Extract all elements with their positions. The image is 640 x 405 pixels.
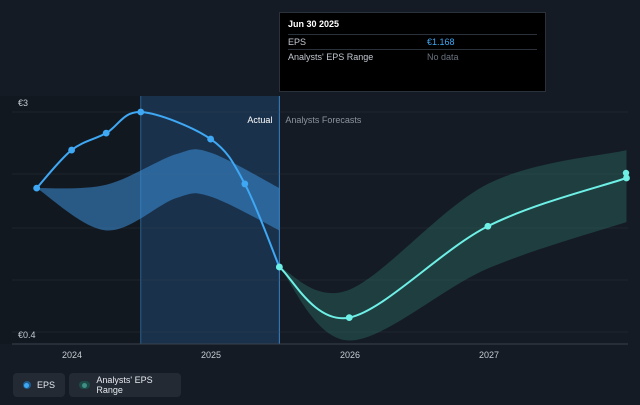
y-tick-label-top: €3: [18, 98, 28, 108]
eps-forecast-point: [623, 174, 630, 182]
legend-range-toggle[interactable]: Analysts' EPS Range: [69, 373, 181, 397]
tooltip-row-eps: EPS €1.168: [288, 34, 537, 49]
x-tick-label: 2026: [340, 350, 360, 360]
eps-actual-point: [102, 129, 110, 137]
tooltip-range-value: No data: [427, 52, 459, 62]
legend-range-label: Analysts' EPS Range: [96, 375, 153, 395]
x-tick-label: 2025: [201, 350, 221, 360]
actual-label: Actual: [247, 115, 272, 125]
actual-region-shade: [140, 96, 280, 344]
eps-forecast-end-point: [622, 169, 630, 177]
range-legend-icon: [79, 381, 91, 389]
tooltip-eps-label: EPS: [288, 37, 307, 47]
eps-actual-point: [33, 184, 41, 192]
eps-range-band-actual: [36, 149, 280, 231]
legend-eps-label: EPS: [36, 380, 55, 390]
eps-actual-point: [241, 180, 249, 188]
eps-legend-icon: [23, 381, 31, 389]
x-tick-label: 2024: [62, 350, 82, 360]
y-tick-label-bottom: €0.4: [18, 330, 36, 340]
tooltip-date: Jun 30 2025: [288, 19, 340, 29]
eps-forecast-point: [345, 314, 353, 322]
forecast-label: Analysts Forecasts: [285, 115, 362, 125]
eps-actual-point: [207, 135, 215, 143]
eps-actual-point: [68, 146, 76, 154]
eps-actual-point: [137, 108, 145, 116]
tooltip-eps-value: €1.168: [427, 37, 455, 47]
x-tick-label: 2027: [479, 350, 499, 360]
eps-range-band-forecast: [279, 150, 627, 341]
tooltip-range-label: Analysts' EPS Range: [288, 52, 374, 62]
eps-forecast-line: [278, 177, 627, 320]
eps-forecast-point: [484, 222, 492, 230]
legend-eps-toggle[interactable]: EPS: [13, 373, 65, 397]
tooltip-row-range: Analysts' EPS Range No data: [288, 49, 537, 64]
eps-forecast-point: [275, 263, 283, 271]
tooltip: Jun 30 2025 EPS €1.168 Analysts' EPS Ran…: [279, 12, 546, 92]
